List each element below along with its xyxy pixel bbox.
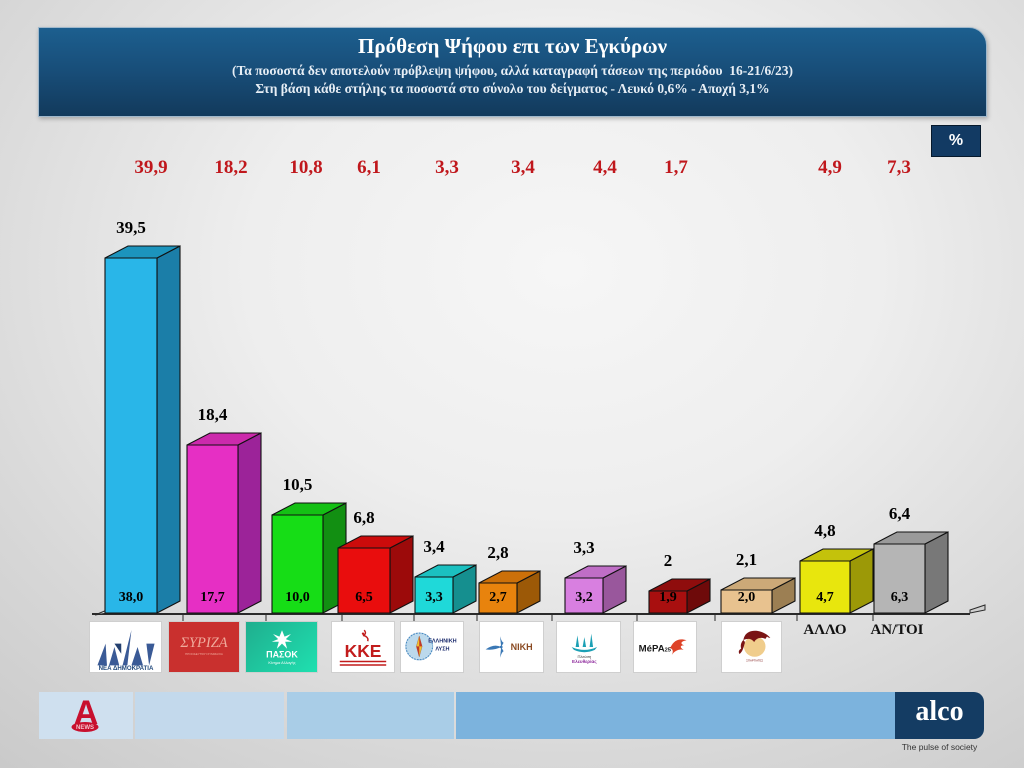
svg-text:ΕΛΛΗΝΙΚΗ: ΕΛΛΗΝΙΚΗ <box>428 638 456 644</box>
svg-text:NEWS: NEWS <box>76 725 94 731</box>
svg-text:ΛΥΣΗ: ΛΥΣΗ <box>435 646 449 652</box>
svg-text:MéPA25: MéPA25 <box>639 644 671 655</box>
svg-text:ΣΠΑΡΤΙΑΤΕΣ: ΣΠΑΡΤΙΑΤΕΣ <box>746 659 763 663</box>
svg-text:ΠΑΣΟΚ: ΠΑΣΟΚ <box>266 649 298 659</box>
svg-text:ΠΡΟΟΔΕΥΤΙΚΗ ΣΥΜΜΑΧΙΑ: ΠΡΟΟΔΕΥΤΙΚΗ ΣΥΜΜΑΧΙΑ <box>185 652 223 656</box>
svg-text:ΚΚΕ: ΚΚΕ <box>345 641 382 661</box>
svg-text:Κίνημα Αλλαγής: Κίνημα Αλλαγής <box>268 661 295 665</box>
svg-text:ΣΥΡΙΖΑ: ΣΥΡΙΖΑ <box>179 635 227 651</box>
svg-text:Πλεύση: Πλεύση <box>577 654 591 659</box>
svg-text:ΝΕΑ ΔΗΜΟΚΡΑΤΙΑ: ΝΕΑ ΔΗΜΟΚΡΑΤΙΑ <box>98 665 153 671</box>
svg-text:Ελευθερίας: Ελευθερίας <box>572 659 597 665</box>
svg-text:ΝΙΚΗ: ΝΙΚΗ <box>510 642 532 652</box>
